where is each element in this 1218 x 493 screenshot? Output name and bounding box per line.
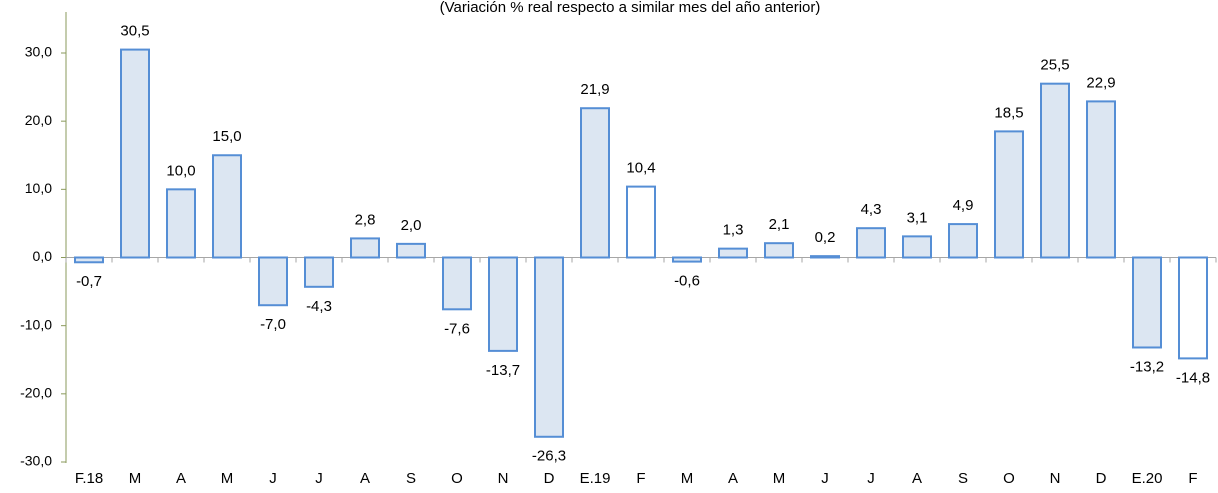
value-label: 0,2 <box>815 229 836 246</box>
x-tick-label: J <box>867 470 875 487</box>
x-tick-label: J <box>269 470 277 487</box>
x-tick-label: A <box>728 470 738 487</box>
value-label: -4,3 <box>306 298 332 315</box>
value-label: 30,5 <box>120 23 149 40</box>
value-label: -7,6 <box>444 320 470 337</box>
value-label: 4,9 <box>953 197 974 214</box>
x-tick-label: D <box>1096 470 1107 487</box>
bar <box>120 48 150 259</box>
value-label: -26,3 <box>532 448 566 465</box>
value-label: 2,8 <box>355 211 376 228</box>
x-tick-label: A <box>360 470 370 487</box>
value-label: -0,7 <box>76 273 102 290</box>
bar <box>212 154 242 259</box>
value-label: 18,5 <box>994 104 1023 121</box>
x-tick-label: S <box>406 470 416 487</box>
x-tick-label: O <box>1003 470 1015 487</box>
value-label: 21,9 <box>580 81 609 98</box>
bar <box>488 256 518 352</box>
bar <box>672 256 702 263</box>
bar <box>1178 256 1208 360</box>
value-label: 15,0 <box>212 128 241 145</box>
x-tick-label: F <box>636 470 645 487</box>
x-tick-label: M <box>129 470 142 487</box>
bar <box>304 256 334 288</box>
x-tick-label: M <box>221 470 234 487</box>
y-tick-label: 0,0 <box>33 248 53 264</box>
value-label: 22,9 <box>1086 74 1115 91</box>
bar <box>810 255 840 259</box>
x-tick-label: J <box>821 470 829 487</box>
value-label: 2,0 <box>401 217 422 234</box>
x-tick-label: A <box>176 470 186 487</box>
bar <box>856 227 886 259</box>
bar <box>1132 256 1162 349</box>
bar <box>258 256 288 307</box>
bar <box>626 185 656 259</box>
bar <box>74 256 104 264</box>
bar <box>1086 100 1116 259</box>
value-label: 25,5 <box>1040 57 1069 74</box>
x-tick-label: A <box>912 470 922 487</box>
x-tick-label: M <box>773 470 786 487</box>
bar <box>534 256 564 438</box>
x-tick-label: J <box>315 470 323 487</box>
y-tick-label: -30,0 <box>20 453 52 469</box>
value-label: 2,1 <box>769 216 790 233</box>
y-tick-label: -10,0 <box>20 316 52 332</box>
x-tick-label: N <box>1050 470 1061 487</box>
value-label: -0,6 <box>674 273 700 290</box>
value-label: 10,4 <box>626 160 655 177</box>
bar <box>994 130 1024 259</box>
value-label: 4,3 <box>861 201 882 218</box>
bar <box>718 247 748 259</box>
value-label: -13,7 <box>486 362 520 379</box>
x-tick-label: F.18 <box>75 470 103 487</box>
bar <box>948 223 978 259</box>
value-label: -14,8 <box>1176 369 1210 386</box>
x-tick-label: N <box>498 470 509 487</box>
bar <box>350 237 380 259</box>
value-label: -13,2 <box>1130 358 1164 375</box>
y-tick-label: 20,0 <box>25 112 52 128</box>
chart-subtitle: (Variación % real respecto a similar mes… <box>440 0 821 16</box>
bar <box>1040 82 1070 259</box>
value-label: -7,0 <box>260 316 286 333</box>
value-label: 3,1 <box>907 209 928 226</box>
x-tick-label: E.20 <box>1132 470 1163 487</box>
x-tick-label: D <box>544 470 555 487</box>
bar <box>442 256 472 311</box>
bar <box>396 242 426 259</box>
y-tick-label: -20,0 <box>20 385 52 401</box>
bar <box>580 107 610 259</box>
bar <box>166 188 196 259</box>
x-tick-label: S <box>958 470 968 487</box>
bar <box>902 235 932 259</box>
x-tick-label: M <box>681 470 694 487</box>
y-tick-label: 30,0 <box>25 44 52 60</box>
bar <box>764 242 794 259</box>
value-label: 10,0 <box>166 162 195 179</box>
x-tick-label: E.19 <box>580 470 611 487</box>
value-label: 1,3 <box>723 222 744 239</box>
x-tick-label: O <box>451 470 463 487</box>
x-tick-label: F <box>1188 470 1197 487</box>
y-tick-label: 10,0 <box>25 180 52 196</box>
